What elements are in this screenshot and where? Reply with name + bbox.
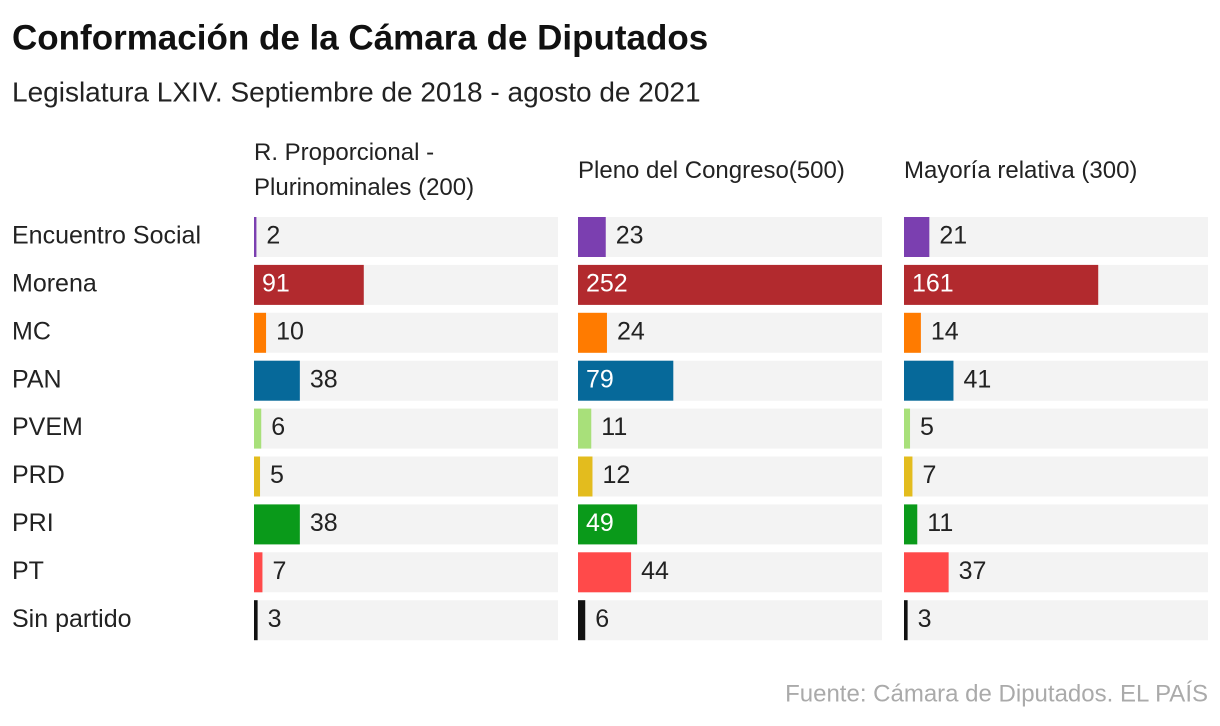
- row-background: [254, 552, 558, 593]
- row-background: [904, 312, 1208, 353]
- bar: [904, 552, 949, 593]
- row-background: [904, 408, 1208, 449]
- bar: [578, 552, 632, 593]
- value-label: 24: [617, 317, 645, 345]
- bar: [578, 504, 638, 545]
- category-label: PVEM: [12, 413, 83, 441]
- value-label: 79: [586, 365, 614, 393]
- value-label: 2: [266, 222, 280, 250]
- source: Fuente: Cámara de Diputados. EL PAÍS: [785, 680, 1208, 707]
- row-background: [254, 456, 558, 497]
- bar: [578, 600, 586, 641]
- value-label: 49: [586, 509, 614, 537]
- bar: [254, 456, 261, 497]
- value-label: 161: [912, 270, 954, 298]
- bar: [254, 552, 263, 593]
- bar: [904, 456, 913, 497]
- value-label: 252: [586, 270, 628, 298]
- value-label: 3: [268, 605, 282, 633]
- bar: [904, 600, 908, 641]
- row-background: [578, 217, 882, 257]
- panel-title: R. Proporcional - Plurinominales (200): [254, 139, 475, 201]
- bar: [578, 456, 593, 497]
- value-label: 7: [272, 557, 286, 585]
- bar: [578, 264, 882, 305]
- value-label: 38: [310, 509, 338, 537]
- row-background: [578, 312, 882, 353]
- value-label: 5: [270, 461, 284, 489]
- bar: [254, 504, 300, 545]
- bar: [254, 217, 257, 257]
- category-label: Morena: [12, 270, 97, 298]
- row-background: [904, 600, 1208, 641]
- bar: [578, 312, 607, 353]
- panel-title: Mayoría relativa (300): [904, 156, 1138, 184]
- value-label: 37: [959, 557, 987, 585]
- value-label: 14: [931, 317, 959, 345]
- bar: [904, 408, 911, 449]
- value-label: 10: [276, 317, 304, 345]
- bar: [578, 360, 674, 401]
- bar: [904, 217, 930, 257]
- value-label: 7: [922, 461, 936, 489]
- value-label: 44: [641, 557, 669, 585]
- bar: [254, 312, 267, 353]
- row-background: [904, 217, 1208, 257]
- category-label: Sin partido: [12, 605, 132, 633]
- row-background: [254, 217, 558, 257]
- value-label: 5: [920, 413, 934, 441]
- value-label: 23: [616, 222, 644, 250]
- value-label: 21: [939, 222, 967, 250]
- panel-title: Pleno del Congreso(500): [578, 156, 845, 184]
- category-label: PRD: [12, 461, 65, 489]
- category-label: PAN: [12, 365, 62, 393]
- bar: [578, 217, 606, 257]
- row-background: [578, 456, 882, 497]
- value-label: 91: [262, 270, 290, 298]
- bar: [904, 312, 921, 353]
- row-background: [254, 504, 558, 545]
- row-background: [578, 600, 882, 641]
- category-label: PRI: [12, 509, 54, 537]
- value-label: 6: [271, 413, 285, 441]
- row-background: [254, 360, 558, 401]
- row-background: [254, 408, 558, 449]
- bar: [254, 264, 364, 305]
- category-label: PT: [12, 557, 44, 585]
- chart-subtitle: Legislatura LXIV. Septiembre de 2018 - a…: [12, 76, 701, 107]
- value-label: 11: [927, 509, 953, 537]
- row-background: [904, 504, 1208, 545]
- value-label: 41: [963, 365, 991, 393]
- row-background: [904, 552, 1208, 593]
- category-label: Encuentro Social: [12, 222, 201, 250]
- value-label: 3: [918, 605, 932, 633]
- value-label: 38: [310, 365, 338, 393]
- value-label: 12: [602, 461, 630, 489]
- row-background: [254, 600, 558, 641]
- bar: [904, 264, 1099, 305]
- row-background: [254, 312, 558, 353]
- bar: [254, 408, 262, 449]
- value-label: 6: [595, 605, 609, 633]
- bar: [254, 360, 300, 401]
- chart-title: Conformación de la Cámara de Diputados: [12, 18, 708, 57]
- bar: [904, 504, 918, 545]
- row-background: [904, 360, 1208, 401]
- value-label: 11: [601, 413, 627, 441]
- bar: [254, 600, 258, 641]
- bar: [578, 408, 592, 449]
- row-background: [578, 408, 882, 449]
- category-label: MC: [12, 317, 51, 345]
- row-background: [904, 456, 1208, 497]
- bar: [904, 360, 954, 401]
